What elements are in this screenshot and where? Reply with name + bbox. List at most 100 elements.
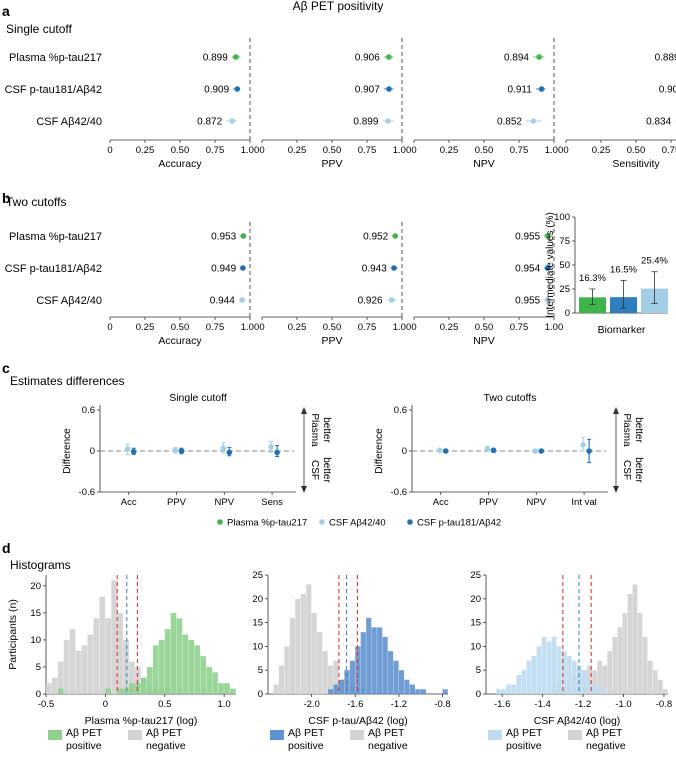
d-xlabel-1: CSF p-tau/Aβ42 (log) xyxy=(308,715,407,727)
section-title-a: Single cutoff xyxy=(6,22,72,36)
d-hist-positive-bin-2-15 xyxy=(561,651,567,694)
c-point-0-3-1 xyxy=(268,444,274,450)
a-tick-label-1-0: 0 xyxy=(259,145,264,156)
d-hist-positive-bin-0-27 xyxy=(206,666,212,694)
c-point-1-0-1 xyxy=(436,447,443,454)
c-arrow-up-1 xyxy=(613,407,619,414)
d-hist-positive-bin-1-17 xyxy=(360,632,366,694)
b-tick-label-0-3: 0.75 xyxy=(206,322,225,333)
b-xlabel-1: PPV xyxy=(321,335,342,347)
d-xtick-label-2-4: -0.8 xyxy=(656,699,672,710)
d-hist-negative-bin-1-7 xyxy=(306,584,312,694)
d-hist-positive-bin-2-13 xyxy=(551,636,557,694)
b-value-label-0-1: 0.949 xyxy=(211,264,236,275)
b-value-label-1-1: 0.943 xyxy=(362,264,387,275)
d-hist-positive-bin-1-16 xyxy=(355,646,361,694)
panel-label-c: c xyxy=(2,360,10,376)
d-hist-negative-bin-0-8 xyxy=(93,618,100,694)
panel-label-a: a xyxy=(2,3,10,19)
panel-c: Single cutoff 0.6 0 -0.6 Difference Acc PPV NPV… xyxy=(62,392,644,508)
d-ytick-label-1-4: 20 xyxy=(252,594,263,605)
d-hist-positive-bin-0-30 xyxy=(224,683,230,694)
d-xtick-label-0-0: -0.5 xyxy=(38,699,54,710)
d-hist-negative-bin-2-23 xyxy=(602,665,608,694)
d-hist-positive-bin-1-18 xyxy=(366,617,372,694)
d-legend-line1-0-1: Aβ PET xyxy=(146,727,183,739)
d-hist-negative-bin-1-1 xyxy=(273,684,279,694)
a-point-0-2 xyxy=(229,118,235,124)
b-point-0-1 xyxy=(240,265,246,271)
b-point-0-0 xyxy=(240,233,247,239)
d-hist-positive-bin-0-21 xyxy=(170,612,177,694)
d-hist-positive-bin-1-32 xyxy=(442,689,448,694)
a-tick-label-2-3: 0.75 xyxy=(510,145,529,156)
d-hist-negative-bin-1-5 xyxy=(295,598,301,694)
c-side-label-0-3: better xyxy=(321,457,332,483)
a-tick-label-3-2: 0.50 xyxy=(627,145,646,156)
d-ytick-label-0-0: 0 xyxy=(36,689,41,700)
d-hist-negative-bin-0-9 xyxy=(99,596,106,694)
d-hist-positive-bin-0-29 xyxy=(218,683,224,694)
c-xtick-label-1-3: Int val xyxy=(571,497,596,508)
bar-value-label-2: 25.4% xyxy=(641,256,668,267)
d-hist-negative-bin-2-25 xyxy=(612,636,618,694)
d-ytick-label-1-2: 10 xyxy=(252,641,263,652)
d-ytick-label-1-3: 15 xyxy=(252,618,263,629)
d-hist-positive-bin-0-16 xyxy=(141,677,147,694)
d-legend-line2-1-1: negative xyxy=(368,740,408,752)
d-hist-negative-bin-1-10 xyxy=(322,651,328,694)
a-point-2-1 xyxy=(538,86,545,92)
c-ytick-label-0-0: 0.6 xyxy=(82,405,95,416)
d-hist-negative-bin-0-6 xyxy=(81,645,88,694)
d-hist-positive-bin-0-31 xyxy=(230,688,236,694)
section-title-c: Estimates differences xyxy=(10,374,125,388)
d-ytick-label-2-4: 20 xyxy=(470,594,481,605)
d-hist-positive-bin-1-22 xyxy=(388,651,394,694)
b-value-label-1-0: 0.952 xyxy=(363,232,388,243)
c-legend-label-1: CSF Aβ42/40 xyxy=(329,518,386,529)
d-hist-negative-bin-2-31 xyxy=(642,636,648,694)
a-point-1-0 xyxy=(386,54,392,60)
d-hist-positive-bin-0-2 xyxy=(57,688,64,694)
d-hist-negative-bin-2-32 xyxy=(647,660,653,694)
d-ylabel-0: Participants (n) xyxy=(7,599,19,670)
d-ytick-label-1-1: 5 xyxy=(258,665,263,676)
a-value-label-2-1: 0.911 xyxy=(508,85,533,96)
d-hist-positive-bin-2-3 xyxy=(501,689,506,694)
d-legend-swatch-2-1 xyxy=(568,730,582,740)
d-hist-positive-bin-0-13 xyxy=(123,688,129,694)
d-hist-negative-bin-2-30 xyxy=(637,613,643,694)
panel-label-d: d xyxy=(2,540,11,556)
a-value-label-1-0: 0.906 xyxy=(355,53,380,64)
panel-b: 0 0.25 0.50 0.75 1.00 Accuracy 0.953 0.949 0.944… xyxy=(5,222,563,347)
c-point-1-0-2 xyxy=(442,448,449,454)
panel-a: 0 0.25 0.50 0.75 1.00 Accuracy 0.899 0.909 0.872… xyxy=(5,38,676,170)
c-point-1-3-2 xyxy=(586,448,592,454)
c-point-1-2-1 xyxy=(532,448,539,454)
d-legend-swatch-2-0 xyxy=(488,730,502,740)
a-value-label-1-2: 0.899 xyxy=(353,117,378,128)
figure-title: Aβ PET positivity xyxy=(293,0,384,13)
section-title-d: Histograms xyxy=(10,558,71,572)
a-tick-label-2-2: 0.50 xyxy=(475,145,494,156)
d-hist-negative-bin-1-8 xyxy=(311,613,317,694)
a-tick-label-3-1: 0.25 xyxy=(592,145,611,156)
b-point-0-2 xyxy=(239,297,245,303)
d-hist-positive-bin-2-4 xyxy=(506,684,511,694)
c-xtick-label-0-2: NPV xyxy=(215,497,235,508)
d-hist-positive-bin-2-18 xyxy=(577,665,582,694)
b-point-2-2 xyxy=(544,297,551,303)
d-hist-positive-bin-2-21 xyxy=(592,684,597,694)
a-tick-label-3-3: 0.75 xyxy=(662,145,676,156)
b-tick-label-0-1: 0.25 xyxy=(136,322,155,333)
d-ytick-label-2-1: 5 xyxy=(476,665,481,676)
d-legend-line2-0-1: negative xyxy=(146,740,186,752)
d-hist-positive-bin-0-28 xyxy=(212,672,218,694)
a-value-label-1-1: 0.907 xyxy=(355,85,380,96)
c-legend-marker-2 xyxy=(407,519,413,525)
b-tick-label-2-0: 0 xyxy=(411,322,416,333)
d-xtick-label-0-2: 0.5 xyxy=(158,699,171,710)
d-hist-positive-bin-2-19 xyxy=(582,670,587,694)
b-row-label-0: Plasma %p-tau217 xyxy=(9,231,102,243)
